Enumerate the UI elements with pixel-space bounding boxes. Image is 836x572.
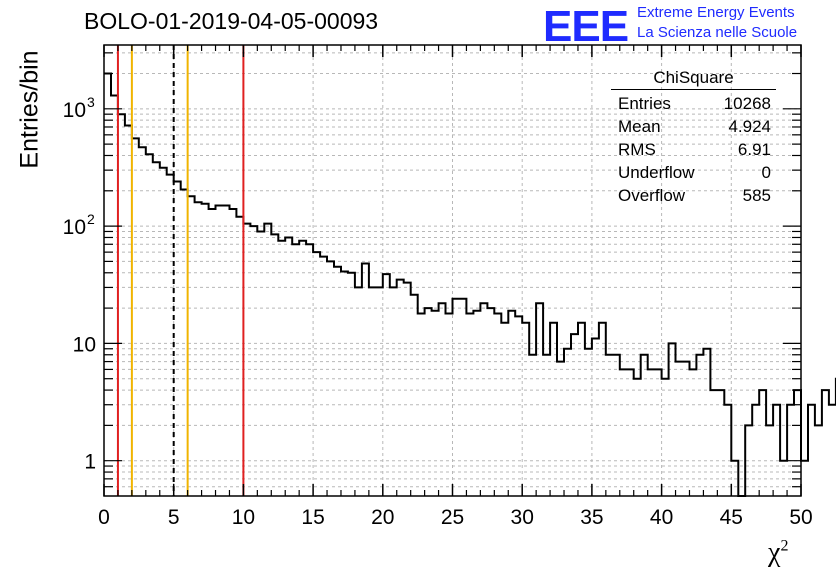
y-tick-exponent: 2 [87,211,95,227]
x-axis-label: χ2 [768,537,788,569]
logo-text-line2: La Scienza nelle Scuole [637,24,798,41]
x-axis-label-symbol: χ [768,537,781,568]
stats-value: 10268 [723,94,771,113]
x-tick-label: 35 [580,506,603,529]
stats-value: 0 [761,163,771,182]
x-tick-label: 5 [168,506,180,529]
stats-label: Mean [618,117,661,136]
stats-value: 585 [742,186,771,205]
x-tick-label: 30 [511,506,534,529]
x-tick-label: 25 [441,506,464,529]
x-tick-label: 50 [789,506,812,529]
stats-row-underflow: Underflow 0 [611,161,776,184]
x-tick-label: 10 [232,506,255,529]
x-tick-label: 20 [371,506,394,529]
y-tick-label: 10 [63,99,86,122]
stats-row-overflow: Overflow 585 [611,184,776,207]
stats-row-entries: Entries 10268 [611,92,776,115]
stats-box: ChiSquare Entries 10268 Mean 4.924 RMS 6.91… [611,68,776,207]
logo-text-line1: Extreme Energy Events [637,4,795,21]
x-axis-label-exponent: 2 [780,537,789,555]
x-tick-label: 15 [301,506,324,529]
stats-label: RMS [618,140,656,159]
y-tick-label: 10 [73,333,96,356]
stats-row-mean: Mean 4.924 [611,115,776,138]
chart-title: BOLO-01-2019-04-05-00093 [84,8,379,34]
x-tick-label: 40 [650,506,673,529]
stats-label: Overflow [618,186,686,205]
y-tick-label: 1 [84,451,96,474]
stats-label: Underflow [618,163,695,182]
stats-row-rms: RMS 6.91 [611,138,776,161]
stats-value: 4.924 [728,117,771,136]
y-axis-label: Entries/bin [15,50,44,169]
stats-label: Entries [618,94,671,113]
x-tick-label: 0 [98,506,110,529]
x-tick-label: 45 [720,506,743,529]
stats-value: 6.91 [737,140,771,159]
y-tick-exponent: 3 [87,94,95,110]
y-tick-label: 10 [63,216,86,239]
eee-logo: EEE [543,2,629,51]
histogram-series [104,72,836,497]
stats-header: ChiSquare [611,68,776,90]
